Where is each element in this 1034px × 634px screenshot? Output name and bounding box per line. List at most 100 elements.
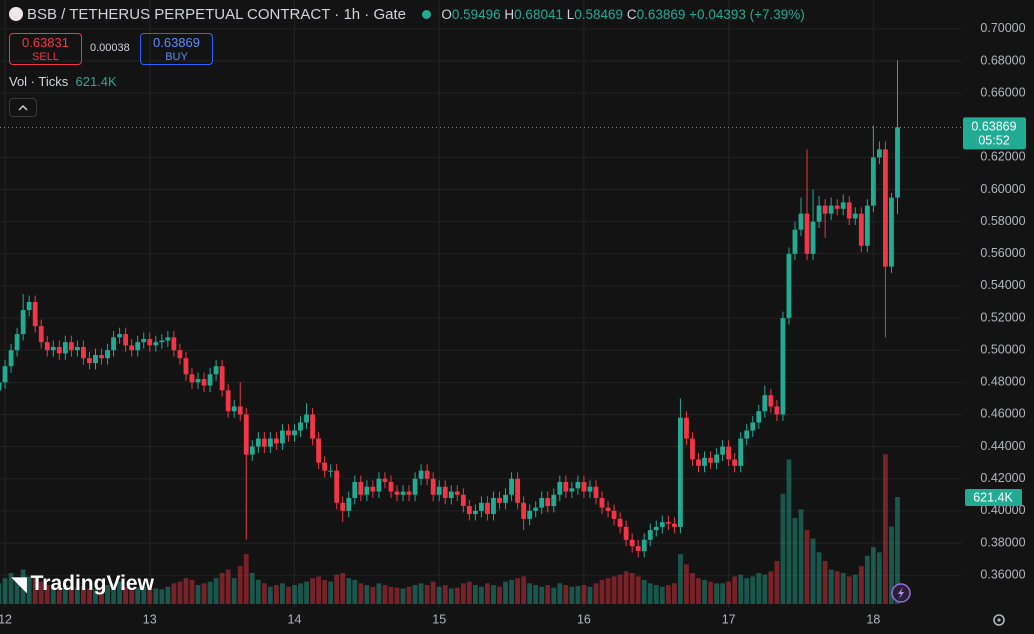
candle-body (563, 481, 569, 492)
volume-bar (430, 581, 436, 604)
candle-body (225, 390, 231, 412)
candle-body (876, 149, 882, 158)
volume-bar (56, 588, 62, 604)
volume-bar (93, 589, 98, 604)
candle-body (358, 481, 364, 495)
x-tick-label: 14 (288, 612, 302, 626)
candle-body (599, 497, 605, 508)
candle-body (123, 334, 129, 346)
sell-button[interactable]: 0.63831 SELL (9, 33, 82, 65)
volume-bar (774, 560, 780, 604)
volume-bar (81, 585, 86, 604)
candle-body (32, 302, 38, 327)
volume-bar (744, 578, 750, 604)
candle-body (26, 302, 32, 311)
candle-body (569, 488, 575, 492)
volume-bar (231, 578, 237, 604)
y-tick-label: 0.42000 (980, 471, 1025, 485)
volume-bar (665, 585, 671, 604)
buy-price: 0.63869 (153, 35, 200, 50)
volume-bar (38, 581, 44, 604)
volume-bar (623, 571, 629, 604)
candle-body (406, 491, 412, 495)
volume-bar (255, 579, 261, 604)
candle-body (714, 454, 719, 463)
candle-body (810, 221, 816, 254)
volume-bar (696, 578, 701, 604)
candle-body (581, 481, 587, 492)
volume-bar (834, 571, 840, 604)
candle-body (756, 411, 762, 423)
volume-bar (846, 576, 852, 604)
volume-bar (280, 583, 285, 604)
volume-bar (720, 583, 726, 604)
volume-bar (237, 566, 243, 604)
volume-label: 621.4K (973, 490, 1013, 504)
candle-body (448, 491, 454, 498)
y-tick-label: 0.66000 (980, 85, 1025, 99)
candle-body (334, 470, 340, 503)
candle-body (780, 318, 786, 415)
volume-bar (503, 581, 508, 604)
volume-bar (485, 583, 490, 604)
candle-body (702, 457, 707, 466)
volume-bar (828, 569, 834, 604)
volume-bar (822, 560, 828, 604)
volume-bar (768, 571, 774, 604)
ohlc-value: 0.58469 (574, 7, 624, 22)
candle-body (231, 406, 237, 412)
last-price-label: 0.63869 (971, 120, 1016, 134)
volume-bar (177, 581, 183, 604)
watermark-text: TradingView (30, 572, 154, 595)
volume-bar (635, 576, 641, 604)
y-tick-label: 0.58000 (980, 214, 1025, 228)
candle-body (424, 470, 430, 479)
candle-body (195, 379, 201, 383)
candle-body (551, 494, 557, 507)
volume-bar (105, 585, 110, 604)
volume-bar (641, 579, 647, 604)
collapse-button[interactable] (9, 98, 37, 117)
y-tick-label: 0.54000 (980, 278, 1025, 292)
volume-bar (472, 585, 478, 604)
candle-body (171, 337, 177, 351)
candle-body (696, 459, 701, 466)
volume-bar (521, 576, 527, 604)
indicator-value: 621.4K (75, 74, 117, 89)
ohlc-value: 0.68041 (514, 7, 563, 22)
y-tick-label: 0.40000 (980, 503, 1025, 517)
volume-bar (876, 552, 882, 604)
candle-body (840, 202, 846, 209)
candle-body (87, 358, 92, 364)
volume-bar (870, 547, 876, 604)
candle-body (762, 395, 768, 412)
candle-body (189, 374, 195, 383)
candle-body (394, 491, 400, 495)
volume-bar (75, 587, 80, 604)
candle-body (129, 345, 135, 351)
candle-body (593, 486, 599, 498)
x-tick-label: 16 (577, 612, 591, 626)
buy-button[interactable]: 0.63869 BUY (140, 33, 213, 65)
volume-bar (798, 509, 804, 604)
symbol-title[interactable]: BSB / TETHERUS PERPETUAL CONTRACT · 1h ·… (27, 6, 406, 23)
volume-bar (50, 586, 56, 604)
candle-body (0, 382, 2, 391)
volume-bar (792, 517, 798, 604)
volume-bar (273, 585, 279, 604)
volume-bar (243, 554, 249, 604)
volume-bar (195, 585, 201, 604)
ohlc-value: 0.63869 (636, 7, 686, 22)
volume-bar (702, 579, 707, 604)
y-tick-label: 0.48000 (980, 375, 1025, 389)
volume-bar (671, 583, 677, 604)
volume-bar (123, 586, 129, 604)
volume-bar (286, 586, 291, 604)
volume-bar (406, 586, 412, 604)
candle-body (99, 355, 104, 359)
volume-bar (322, 579, 328, 604)
volume-bar (334, 574, 340, 604)
candle-body (261, 438, 267, 447)
candle-body (207, 374, 213, 386)
candle-body (237, 406, 243, 415)
